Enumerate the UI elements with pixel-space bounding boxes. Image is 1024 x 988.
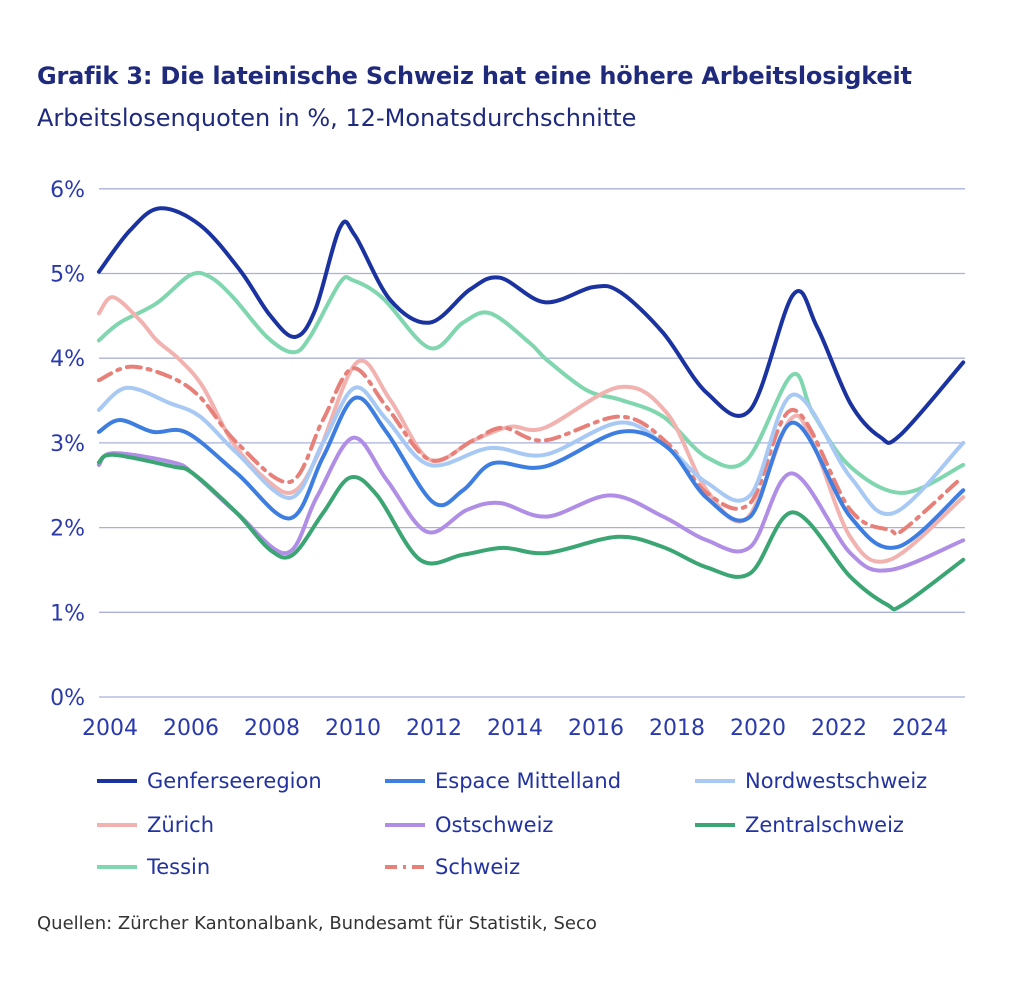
x-tick-label: 2014 [487, 716, 543, 741]
series-line-genferseeregion [96, 206, 966, 445]
y-tick-label: 0% [50, 686, 85, 711]
x-tick-label: 2012 [406, 716, 462, 741]
x-tick-label: 2010 [325, 716, 381, 741]
legend-item: Schweiz [383, 852, 520, 882]
legend-label: Zürich [147, 813, 215, 837]
y-tick-label: 2% [50, 517, 85, 542]
legend-item: Genferseeregion [95, 766, 322, 796]
legend-swatch [97, 779, 137, 783]
legend-swatch [385, 779, 425, 783]
legend-item: Ostschweiz [383, 810, 553, 840]
legend-swatch [97, 865, 137, 869]
legend-label: Ostschweiz [435, 813, 554, 837]
legend-label: Tessin [147, 855, 211, 879]
legend-label: Schweiz [435, 855, 521, 879]
legend-item: Tessin [95, 852, 210, 882]
legend-item: Zürich [95, 810, 214, 840]
series-line-nordwestschweiz [96, 385, 966, 517]
legend-swatch [695, 823, 735, 827]
x-tick-label: 2024 [892, 716, 948, 741]
legend-label: Genferseeregion [147, 769, 322, 793]
x-tick-label: 2022 [811, 716, 867, 741]
y-tick-label: 5% [50, 263, 85, 288]
x-tick-label: 2006 [163, 716, 219, 741]
legend-swatch [695, 779, 735, 783]
chart-title: Grafik 3: Die lateinische Schweiz hat ei… [37, 62, 912, 90]
legend-item: Zentralschweiz [693, 810, 904, 840]
y-tick-label: 6% [50, 178, 85, 203]
legend-swatch [97, 823, 137, 827]
series-line-tessin [96, 270, 966, 495]
series-line-espace-mittelland [96, 395, 966, 550]
legend-swatch [385, 823, 425, 827]
legend-label: Zentralschweiz [745, 813, 904, 837]
legend-label: Nordwestschweiz [745, 769, 928, 793]
line-chart: 0% 1% 2% 3% 4% 5% 6% 2004 2006 2008 2010 2012 2014 20… [50, 178, 966, 741]
series-line-schweiz [96, 364, 960, 537]
series-line-zentralschweiz [96, 452, 966, 612]
x-tick-label: 2018 [649, 716, 705, 741]
legend-item: Nordwestschweiz [693, 766, 927, 796]
x-tick-label: 2004 [82, 716, 138, 741]
y-tick-label: 4% [50, 347, 85, 372]
y-tick-label: 1% [50, 601, 85, 626]
chart-subtitle: Arbeitslosenquoten in %, 12-Monatsdurchs… [37, 104, 637, 132]
legend-swatch [385, 865, 425, 869]
x-tick-label: 2020 [730, 716, 786, 741]
source-note: Quellen: Zürcher Kantonalbank, Bundesamt… [37, 913, 597, 934]
x-tick-label: 2016 [568, 716, 624, 741]
legend-item: Espace Mittelland [383, 766, 621, 796]
x-tick-label: 2008 [244, 716, 300, 741]
legend-label: Espace Mittelland [435, 769, 622, 793]
series-line-z-rich [96, 295, 966, 564]
y-tick-label: 3% [50, 432, 85, 457]
